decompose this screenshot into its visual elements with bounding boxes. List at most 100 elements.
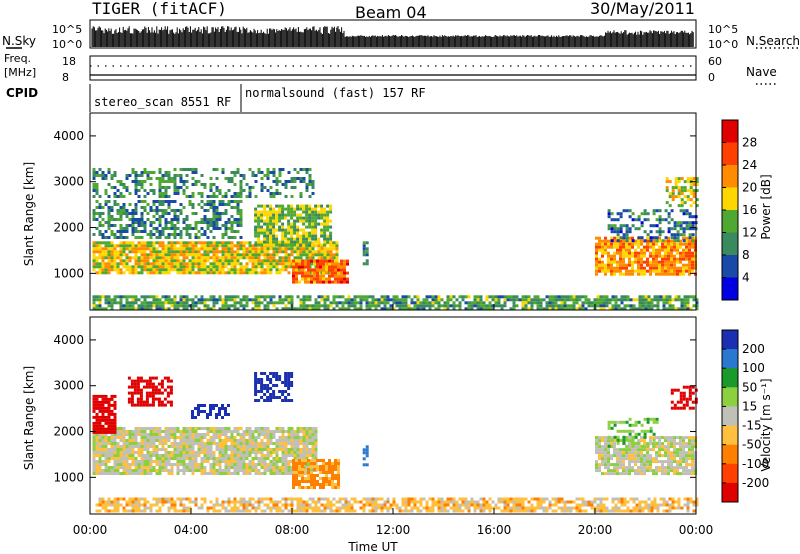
heatmap-cell: [236, 241, 240, 245]
heatmap-cell: [607, 266, 610, 270]
heatmap-cell: [113, 236, 117, 239]
heatmap-cell: [248, 186, 252, 189]
heatmap-cell: [266, 396, 270, 399]
heatmap-cell: [328, 277, 331, 281]
heatmap-cell: [389, 304, 393, 308]
heatmap-cell: [131, 472, 135, 475]
heatmap-cell: [628, 209, 632, 213]
heatmap-cell: [275, 472, 279, 475]
heatmap-cell: [164, 442, 168, 445]
heatmap-cell: [218, 256, 222, 260]
heatmap-cell: [598, 248, 601, 252]
heatmap-cell: [221, 445, 225, 448]
heatmap-cell: [179, 209, 183, 212]
heatmap-cell: [163, 397, 167, 401]
heatmap-cell: [233, 218, 237, 221]
heatmap-cell: [107, 268, 111, 272]
heatmap-cell: [257, 304, 261, 308]
heatmap-cell: [281, 430, 285, 433]
heatmap-cell: [695, 298, 699, 302]
heatmap-cell: [134, 506, 138, 510]
heatmap-cell: [146, 463, 150, 466]
heatmap-cell: [158, 186, 162, 189]
heatmap-cell: [197, 236, 201, 239]
heatmap-cell: [185, 298, 189, 302]
heatmap-cell: [152, 250, 156, 254]
heatmap-cell: [595, 263, 598, 267]
heatmap-cell: [658, 209, 662, 213]
heatmap-cell: [95, 171, 99, 174]
heatmap-cell: [689, 183, 693, 187]
heatmap-cell: [293, 442, 297, 445]
heatmap-cell: [566, 304, 570, 308]
heatmap-cell: [95, 406, 99, 410]
heatmap-cell: [158, 250, 162, 254]
heatmap-cell: [316, 268, 319, 272]
heatmap-cell: [170, 427, 174, 430]
heatmap-cell: [673, 263, 676, 267]
heatmap-cell: [386, 301, 390, 305]
heatmap-cell: [667, 263, 670, 267]
heatmap-cell: [371, 304, 375, 308]
heatmap-cell: [142, 400, 146, 404]
heatmap-cell: [203, 230, 207, 233]
heatmap-cell: [140, 439, 144, 442]
heatmap-cell: [392, 298, 396, 302]
heatmap-cell: [680, 189, 684, 193]
heatmap-cell: [658, 215, 662, 219]
heatmap-cell: [554, 307, 558, 311]
heatmap-cell: [260, 509, 264, 513]
heatmap-cell: [98, 463, 102, 466]
heatmap-cell: [170, 298, 174, 302]
heatmap-cell: [623, 298, 627, 302]
heatmap-cell: [449, 295, 453, 299]
heatmap-cell: [203, 298, 207, 302]
heatmap-cell: [301, 462, 304, 465]
heatmap-cell: [98, 445, 102, 448]
heatmap-cell: [131, 509, 135, 513]
heatmap-cell: [221, 307, 225, 311]
heatmap-cell: [658, 251, 661, 255]
heatmap-cell: [634, 218, 638, 222]
heatmap-cell: [307, 474, 310, 477]
heatmap-cell: [254, 451, 258, 454]
heatmap-cell: [191, 253, 195, 257]
heatmap-cell: [461, 295, 465, 299]
heatmap-cell: [203, 500, 207, 504]
heatmap-cell: [658, 245, 661, 249]
heatmap-cell: [245, 451, 249, 454]
heatmap-cell: [101, 406, 105, 410]
heatmap-cell: [664, 245, 667, 249]
heatmap-cell: [212, 304, 216, 308]
heatmap-cell: [311, 237, 315, 241]
heatmap-cell: [245, 250, 249, 254]
heatmap-cell: [131, 209, 135, 212]
heatmap-cell: [227, 241, 231, 245]
heatmap-cell: [233, 439, 237, 442]
heatmap-cell: [215, 436, 219, 439]
heatmap-cell: [176, 271, 180, 275]
heatmap-cell: [128, 224, 132, 227]
heatmap-cell: [110, 177, 114, 180]
heatmap-cell: [194, 457, 198, 460]
heatmap-cell: [310, 462, 313, 465]
heatmap-cell: [170, 218, 174, 221]
heatmap-cell: [656, 295, 660, 299]
heatmap-cell: [689, 307, 693, 311]
heatmap-cell: [173, 236, 177, 239]
heatmap-cell: [503, 304, 507, 308]
heatmap-cell: [548, 304, 552, 308]
heatmap-cell: [311, 192, 315, 195]
heatmap-cell: [284, 253, 288, 257]
heatmap-cell: [206, 298, 210, 302]
heatmap-cell: [176, 301, 180, 305]
heatmap-cell: [380, 307, 384, 311]
heatmap-cell: [218, 307, 222, 311]
heatmap-cell: [269, 228, 273, 232]
heatmap-cell: [98, 451, 102, 454]
heatmap-cell: [326, 253, 330, 257]
heatmap-cell: [640, 242, 643, 246]
heatmap-cell: [182, 244, 186, 248]
heatmap-cell: [125, 259, 129, 263]
heatmap-cell: [602, 307, 606, 311]
